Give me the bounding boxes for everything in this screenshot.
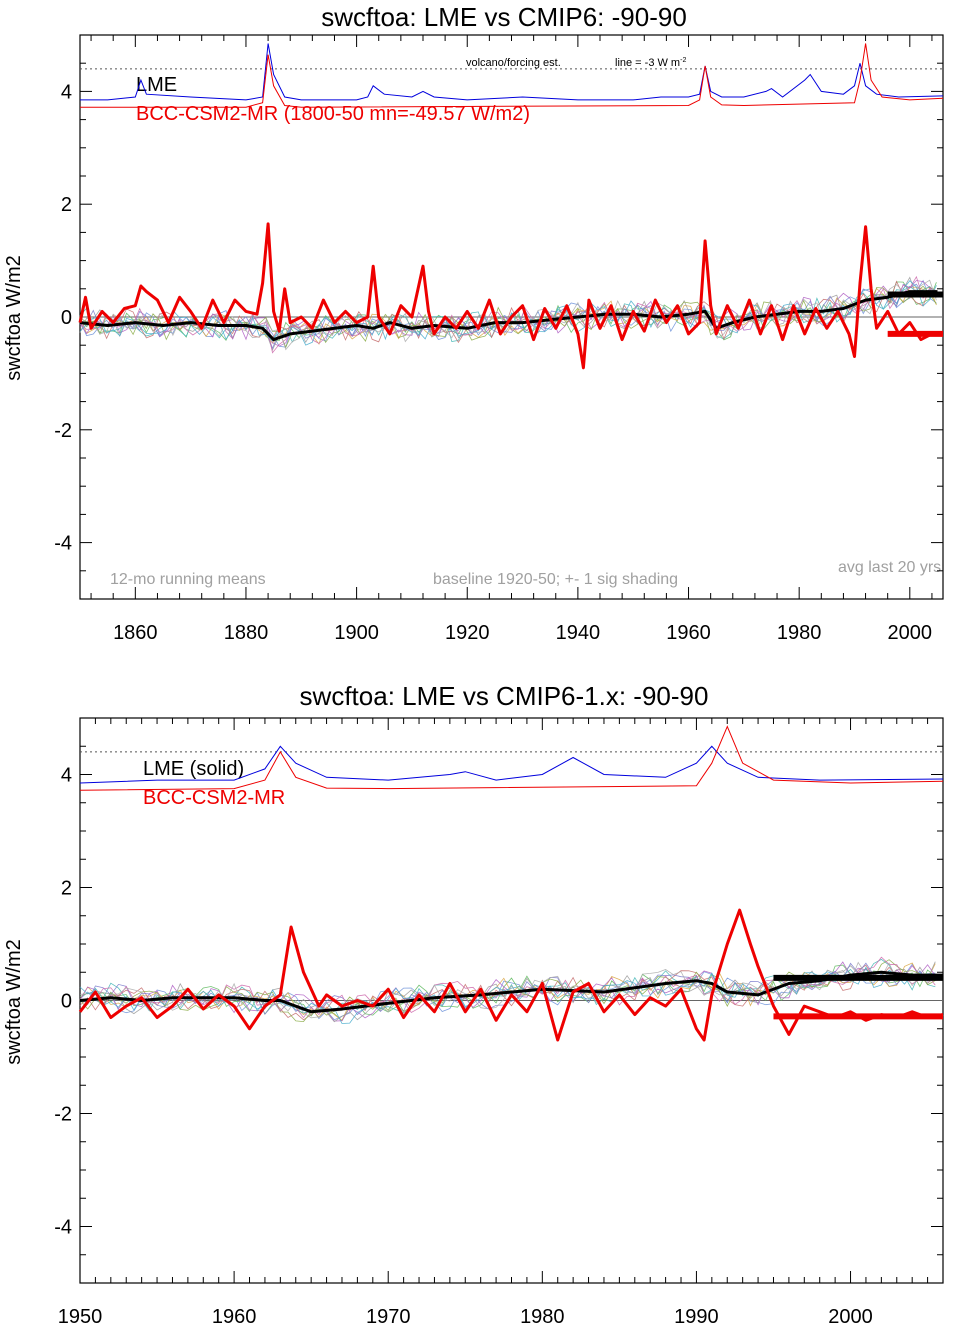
y-tick-label: 0	[61, 991, 72, 1013]
x-tick-label: 1950	[58, 1306, 103, 1325]
forcing-line-1	[79, 725, 944, 791]
x-tick-label: 1860	[113, 622, 158, 644]
x-tick-label: 1900	[334, 622, 379, 644]
x-tick-label: 2000	[888, 622, 933, 644]
x-tick-label: 1960	[666, 622, 711, 644]
ensemble-member-line	[79, 286, 937, 345]
line-label: line = -3 W m-2	[615, 57, 686, 69]
forcing-line-0	[80, 43, 944, 101]
volcano-label: volcano/forcing est.	[466, 57, 561, 69]
y-tick-label: 4	[61, 765, 72, 787]
x-tick-label: 1980	[520, 1306, 565, 1325]
plot-panel-1: -4 -2 0 2 4 1950 1960 1970 1980 1990 2000	[54, 717, 944, 1325]
top-chart-title: swcftoa: LME vs CMIP6: -90-90	[321, 2, 687, 32]
plot-panel-0: -4 -2 0 2 4 1860 1880 1900 1920 1940 1960 1980 2000	[54, 34, 944, 644]
series-line-bcc-csm2-mr	[78, 222, 943, 370]
ensemble-member-line	[79, 966, 936, 1024]
bottom-legend-bcc: BCC-CSM2-MR	[143, 787, 285, 809]
running-means-label: 12-mo running means	[110, 571, 266, 588]
x-tick-label: 1960	[212, 1306, 257, 1325]
ensemble-member-line	[79, 959, 936, 1023]
top-legend-bcc: BCC-CSM2-MR (1800-50 mn=-49.57 W/m2)	[136, 103, 530, 125]
x-tick-label: 1990	[674, 1306, 719, 1325]
y-tick-label: -2	[54, 420, 72, 442]
baseline-label: baseline 1920-50; +- 1 sig shading	[433, 571, 678, 588]
top-legend-lme: LME	[136, 74, 177, 96]
bottom-chart-title: swcftoa: LME vs CMIP6-1.x: -90-90	[300, 681, 709, 711]
x-tick-label: 1920	[445, 622, 490, 644]
y-tick-label: 2	[61, 194, 72, 216]
avg-last-label: avg last 20 yrs	[838, 559, 941, 576]
bottom-legend-lme: LME (solid)	[143, 758, 244, 780]
y-tick-label: -4	[54, 533, 72, 555]
x-tick-label: 2000	[828, 1306, 873, 1325]
y-tick-label: 0	[61, 307, 72, 329]
y-tick-label: 2	[61, 878, 72, 900]
bottom-y-axis-label: swcftoa W/m2	[3, 939, 25, 1065]
x-tick-label: 1970	[366, 1306, 411, 1325]
ensemble-member-line	[79, 283, 937, 350]
top-y-axis-label: swcftoa W/m2	[3, 255, 25, 381]
series-line-bcc-csm2-mr	[78, 908, 944, 1042]
y-tick-label: -2	[54, 1104, 72, 1126]
x-tick-label: 1880	[224, 622, 269, 644]
forcing-line-1	[80, 43, 944, 108]
y-tick-label: -4	[54, 1217, 72, 1239]
x-tick-label: 1940	[556, 622, 601, 644]
forcing-line-0	[79, 745, 944, 784]
y-tick-label: 4	[61, 81, 72, 103]
x-tick-label: 1980	[777, 622, 822, 644]
